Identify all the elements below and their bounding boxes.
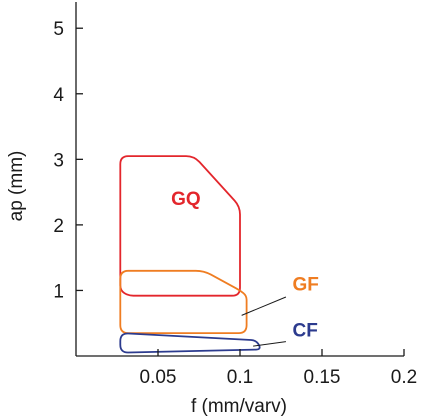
leader-line-gf (241, 296, 287, 316)
y-tick-label: 3 (53, 150, 64, 171)
y-tick-label: 4 (53, 85, 64, 106)
region-gf (119, 269, 248, 334)
x-tick-label: 0.05 (140, 367, 177, 388)
regions-layer: GQ GF CF (119, 155, 319, 354)
x-axis-label: f (mm/varv) (191, 396, 287, 417)
x-tick-label: 0.2 (391, 367, 417, 388)
ticks-layer: 0.05 0.1 0.15 0.2 1 2 3 4 5 (53, 19, 417, 388)
y-tick-label: 1 (53, 281, 64, 302)
y-tick-label: 2 (53, 216, 64, 237)
region-label-cf: CF (292, 320, 317, 341)
x-tick-label: 0.1 (227, 367, 253, 388)
region-label-gf: GF (292, 274, 318, 295)
x-tick-label: 0.15 (304, 367, 341, 388)
axes (75, 2, 404, 357)
y-axis-label: ap (mm) (6, 151, 27, 222)
region-label-gq: GQ (171, 189, 201, 210)
y-tick-label: 5 (53, 19, 64, 40)
leader-line-cf (253, 341, 286, 347)
region-cf (119, 332, 261, 354)
region-gq (119, 155, 241, 297)
